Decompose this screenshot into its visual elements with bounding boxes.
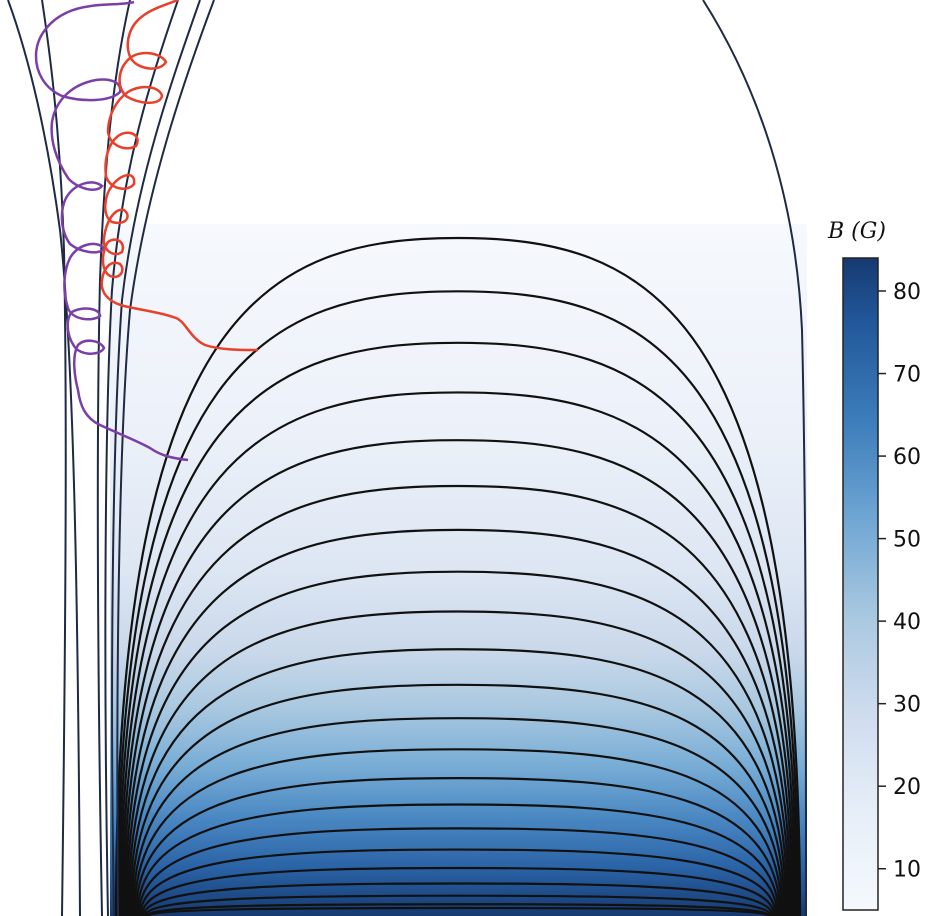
open-field-line [116, 0, 215, 916]
colorbar-tick-label: 80 [893, 280, 921, 305]
closed-field-line [120, 439, 796, 916]
closed-field-line [130, 683, 786, 916]
closed-field-line [119, 391, 797, 916]
closed-field-line [128, 648, 788, 916]
colorbar-tick-label: 20 [893, 775, 921, 800]
closed-field-line [122, 484, 794, 916]
field-strength-map [110, 224, 807, 916]
open-field-line [41, 0, 67, 916]
colorbar-tick-label: 70 [893, 363, 921, 388]
colorbar-tick-label: 50 [893, 528, 921, 553]
closed-field-line [114, 236, 802, 916]
open-field-line [7, 0, 81, 916]
closed-field-lines [114, 236, 802, 916]
open-field-line [111, 0, 201, 916]
particle-trajectories [34, 0, 259, 462]
closed-field-line [146, 906, 770, 916]
colorbar-gradient [842, 257, 879, 911]
closed-field-line [117, 341, 799, 916]
colorbar-ticks: 10 20 30 40 50 60 70 80 [878, 280, 921, 883]
closed-field-line [116, 290, 800, 916]
closed-field-line [140, 866, 776, 916]
open-field-line [104, 0, 179, 916]
colorbar-title: B (G) [827, 219, 886, 244]
closed-field-line [125, 570, 791, 916]
closed-field-line [127, 610, 789, 916]
colorbar-tick-label: 10 [893, 858, 921, 883]
closed-field-line [143, 894, 773, 916]
trajectory-red [100, 0, 259, 352]
closed-field-line [134, 777, 782, 916]
closed-field-line [133, 748, 783, 916]
closed-field-line [137, 827, 779, 916]
closed-field-line [136, 803, 780, 916]
closed-field-line [142, 882, 774, 916]
colorbar-tick-label: 30 [893, 693, 921, 718]
colorbar-tick-label: 60 [893, 445, 921, 470]
closed-field-line [139, 848, 777, 916]
closed-field-line [131, 717, 785, 916]
closed-field-line [124, 528, 792, 916]
colorbar-tick-label: 40 [893, 610, 921, 635]
open-field-line [702, 0, 807, 916]
closed-field-line [145, 903, 771, 916]
colorbar: B (G) 10 20 30 40 50 60 70 80 [827, 219, 921, 911]
